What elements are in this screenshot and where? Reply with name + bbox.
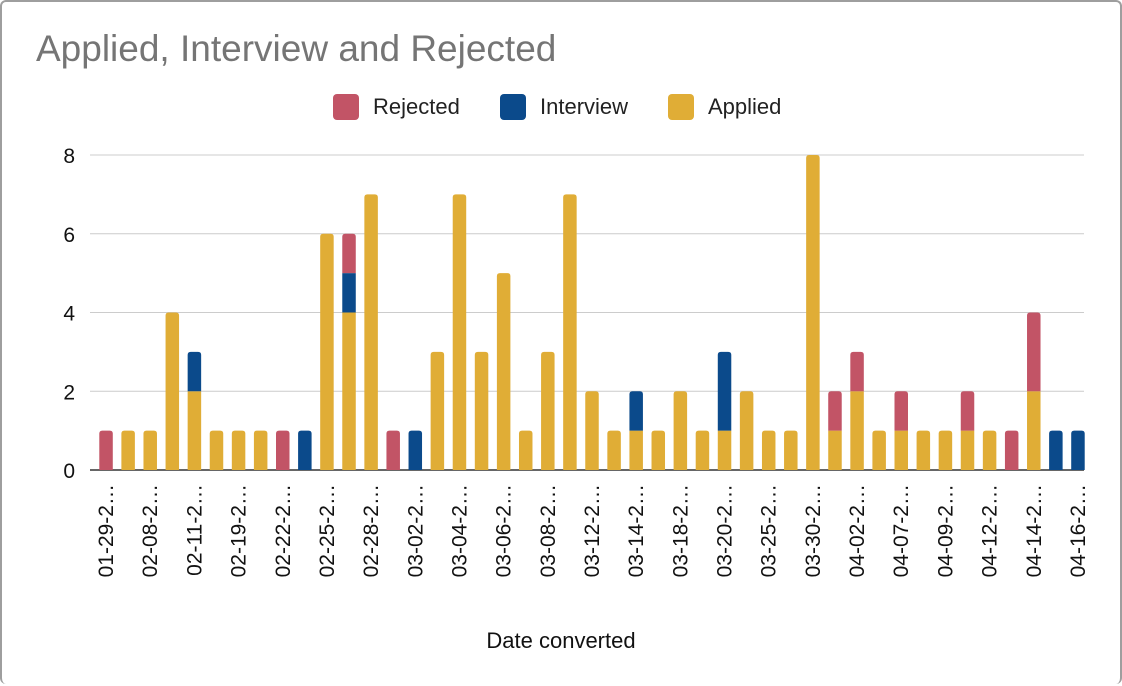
bar-segment-rejected: [850, 351, 864, 392]
bar-segment-interview: [298, 430, 312, 470]
legend-swatch-applied: [668, 94, 694, 120]
legend-swatch-interview: [500, 94, 526, 120]
x-tick-label: 03-30-2…: [802, 484, 825, 577]
bar-segment-applied: [430, 351, 445, 470]
y-tick-label: 4: [63, 303, 75, 326]
bar-segment-applied: [143, 430, 157, 470]
bar-segment-applied: [717, 430, 732, 470]
bar-segment-applied: [894, 430, 908, 470]
x-axis-title: Date converted: [486, 628, 636, 653]
bar-segment-applied: [474, 351, 489, 470]
x-tick-label: 03-04-2…: [448, 484, 471, 577]
bar-segment-applied: [452, 194, 467, 470]
bar-segment-applied: [784, 430, 798, 470]
bar-segment-rejected: [276, 430, 290, 470]
legend-label-applied: Applied: [708, 94, 782, 119]
x-tick-label: 04-07-2…: [890, 484, 913, 577]
x-tick-label: 02-28-2…: [360, 484, 383, 577]
x-tick-label: 04-02-2…: [846, 484, 869, 577]
bar-segment-applied: [828, 430, 842, 470]
bar-segment-interview: [342, 273, 356, 313]
x-tick-label: 03-08-2…: [537, 484, 560, 577]
bar-segment-applied: [121, 430, 135, 470]
bar-segment-rejected: [1004, 430, 1019, 470]
y-tick-label: 2: [63, 381, 75, 404]
bar-segment-applied: [850, 391, 864, 470]
bar-segment-rejected: [386, 430, 400, 470]
bar-segment-applied: [187, 391, 202, 470]
bar-segment-applied: [585, 391, 599, 470]
x-tick-label: 03-06-2…: [493, 484, 516, 577]
legend-item-interview[interactable]: Interview: [500, 92, 628, 122]
bar-segment-applied: [364, 194, 378, 470]
x-tick-label: 04-14-2…: [1023, 484, 1046, 577]
x-tick-label: 04-12-2…: [979, 484, 1002, 577]
legend-swatch-rejected: [333, 94, 359, 120]
bar-segment-applied: [806, 155, 820, 470]
bar-segment-applied: [982, 430, 997, 470]
x-tick-label: 03-18-2…: [669, 484, 692, 577]
bar-segment-interview: [187, 351, 202, 392]
bar-segment-rejected: [894, 391, 908, 431]
bar-segment-interview: [408, 430, 423, 470]
bar-segment-applied: [651, 430, 666, 470]
bar-segment-applied: [938, 430, 953, 470]
x-tick-label: 02-25-2…: [316, 484, 339, 577]
x-tick-label: 01-29-2…: [95, 484, 118, 577]
bar-segment-applied: [320, 233, 334, 470]
x-tick-label: 04-16-2…: [1067, 484, 1090, 577]
bar-segment-rejected: [960, 391, 975, 431]
bar-segment-applied: [960, 430, 975, 470]
bar-segment-rejected: [342, 233, 356, 274]
y-tick-label: 6: [63, 224, 75, 247]
x-tick-label: 02-19-2…: [228, 484, 251, 577]
bar-segment-rejected: [828, 391, 842, 431]
legend-item-rejected[interactable]: Rejected: [333, 92, 460, 122]
x-tick-label: 04-09-2…: [934, 484, 957, 577]
bar-segment-applied: [673, 391, 688, 470]
bar-segment-applied: [253, 430, 268, 470]
x-tick-label: 03-20-2…: [714, 484, 737, 577]
bar-segment-interview: [1049, 430, 1063, 470]
bar-segment-applied: [518, 430, 533, 470]
bar-segment-rejected: [1027, 312, 1041, 392]
chart-legend: Rejected Interview Applied: [0, 92, 1122, 122]
bar-segment-applied: [1027, 391, 1041, 470]
legend-item-applied[interactable]: Applied: [668, 92, 781, 122]
legend-label-rejected: Rejected: [373, 94, 460, 119]
x-tick-label: 03-12-2…: [581, 484, 604, 577]
bar-segment-applied: [342, 312, 356, 470]
y-tick-label: 8: [63, 145, 75, 168]
bar-segment-applied: [695, 430, 710, 470]
bar-segment-applied: [607, 430, 621, 470]
bar-segment-applied: [563, 194, 577, 470]
x-tick-label: 02-08-2…: [139, 484, 162, 577]
bar-segment-interview: [717, 351, 732, 431]
bar-segment-interview: [629, 391, 643, 431]
chart-title: Applied, Interview and Rejected: [36, 28, 557, 69]
bar-segment-applied: [541, 351, 555, 470]
legend-label-interview: Interview: [540, 94, 629, 119]
y-tick-label: 0: [63, 460, 75, 483]
bar-segment-applied: [231, 430, 246, 470]
bar-segment-applied: [629, 430, 643, 470]
bar-segment-applied: [165, 312, 180, 470]
bar-segment-applied: [872, 430, 886, 470]
x-tick-label: 02-11-2…: [183, 484, 206, 576]
bar-segment-rejected: [99, 430, 113, 470]
bar-segment-applied: [739, 391, 754, 470]
x-tick-label: 03-25-2…: [758, 484, 781, 577]
bar-segment-applied: [761, 430, 776, 470]
bar-segment-interview: [1071, 430, 1085, 470]
x-tick-label: 02-22-2…: [272, 484, 295, 577]
bar-segment-applied: [496, 273, 511, 470]
bar-segment-applied: [209, 430, 224, 470]
x-tick-label: 03-02-2…: [404, 484, 427, 577]
bar-segment-applied: [916, 430, 931, 470]
x-tick-label: 03-14-2…: [625, 484, 648, 577]
